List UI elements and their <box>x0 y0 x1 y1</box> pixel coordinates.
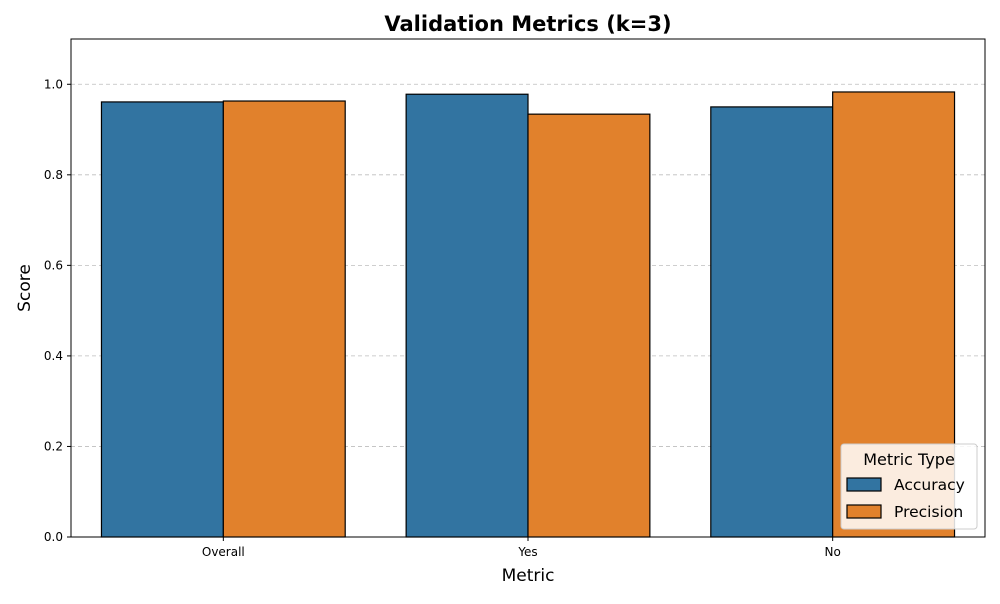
y-tick-label: 0.6 <box>44 258 63 272</box>
x-tick-label: No <box>825 545 841 559</box>
bar-accuracy-overall <box>100 101 224 538</box>
legend: Metric Type Accuracy Precision <box>840 443 978 530</box>
legend-swatch-accuracy <box>846 477 882 492</box>
legend-label-accuracy: Accuracy <box>894 476 965 494</box>
y-tick-label: 1.0 <box>44 77 63 91</box>
x-axis-title: Metric <box>502 566 555 586</box>
bars <box>100 91 956 538</box>
x-tick-label: Yes <box>517 545 537 559</box>
y-tick-label: 0.8 <box>44 168 63 182</box>
legend-label-precision: Precision <box>894 503 963 521</box>
legend-swatch-precision <box>846 504 882 519</box>
bar-precision-overall <box>222 100 346 538</box>
bar-precision-yes <box>527 113 651 538</box>
bar-accuracy-yes <box>405 93 529 538</box>
chart-title: Validation Metrics (k=3) <box>384 12 671 36</box>
bar-accuracy-no <box>710 106 834 538</box>
y-axis-title: Score <box>15 264 35 312</box>
y-tick-label: 0.0 <box>44 530 63 544</box>
x-axis-ticks: Overall Yes No <box>202 537 841 559</box>
x-tick-label: Overall <box>202 545 245 559</box>
y-axis-ticks: 0.0 0.2 0.4 0.6 0.8 1.0 <box>44 77 71 544</box>
legend-title: Metric Type <box>863 450 955 469</box>
y-tick-label: 0.4 <box>44 349 63 363</box>
y-tick-label: 0.2 <box>44 439 63 453</box>
